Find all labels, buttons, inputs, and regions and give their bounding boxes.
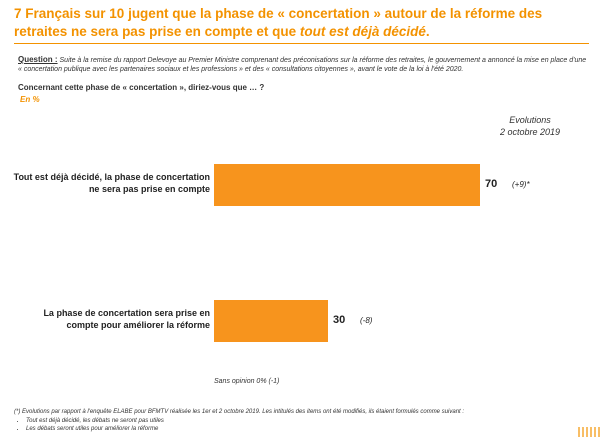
footnote-text: (*) Evolutions par rapport à l'enquête E… bbox=[14, 409, 465, 415]
bar-value-label: 70 bbox=[485, 178, 498, 190]
bar-category-label: Tout est déjà décidé, la phase de concer… bbox=[13, 172, 210, 194]
evolutions-header: Evolutions 2 octobre 2019 bbox=[470, 114, 590, 138]
title-text: 7 Français sur 10 jugent que la phase de… bbox=[14, 6, 543, 39]
bar-value-label: 30 bbox=[333, 314, 346, 326]
decorative-corner bbox=[578, 427, 600, 437]
page-title: 7 Français sur 10 jugent que la phase de… bbox=[14, 5, 589, 41]
bar-category-label: La phase de concertation sera prise en c… bbox=[43, 308, 210, 330]
title-emphasis: tout est déjà décidé bbox=[299, 24, 426, 39]
question-label: Question : bbox=[18, 55, 58, 64]
bar-evolution-label: (-8) bbox=[360, 316, 373, 325]
footnote-list: Tout est déjà décidé, les débats ne sero… bbox=[14, 417, 559, 434]
evolutions-date: 2 octobre 2019 bbox=[499, 127, 561, 137]
question-text: Suite à la remise du rapport Delevoye au… bbox=[18, 57, 587, 73]
bar-evolution-label: (+9)* bbox=[512, 180, 530, 189]
title-end: . bbox=[425, 24, 430, 39]
bar bbox=[214, 300, 328, 342]
evolutions-title: Evolutions bbox=[509, 115, 551, 125]
bar bbox=[214, 164, 480, 206]
question-block: Question : Suite à la remise du rapport … bbox=[18, 55, 588, 74]
footnote-bullet: Les débats seront utiles pour améliorer … bbox=[26, 425, 559, 434]
title-divider bbox=[14, 43, 589, 44]
unit-label: En % bbox=[20, 95, 40, 104]
footnote: (*) Evolutions par rapport à l'enquête E… bbox=[14, 408, 559, 434]
sub-question: Concernant cette phase de « concertation… bbox=[18, 83, 265, 92]
no-opinion-note: Sans opinion 0% (-1) bbox=[214, 378, 280, 385]
footnote-bullet: Tout est déjà décidé, les débats ne sero… bbox=[26, 417, 559, 426]
